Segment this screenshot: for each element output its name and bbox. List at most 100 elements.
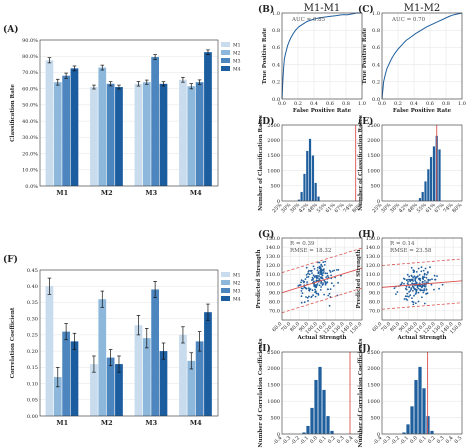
data-point: [330, 282, 333, 285]
data-point: [308, 273, 311, 276]
data-point: [405, 285, 408, 288]
y-tick-label: 0: [377, 199, 380, 205]
y-tick-label: 90.0%: [22, 38, 38, 44]
data-point: [312, 278, 315, 280]
data-point: [312, 294, 314, 297]
bar-M4-M1: [179, 79, 187, 186]
histogram-bar: [410, 405, 414, 435]
bar-M3-M2: [142, 338, 151, 416]
data-point: [431, 278, 433, 281]
y-tick-label: 1000: [267, 399, 280, 405]
y-tick-label: 1500: [367, 153, 380, 159]
bar-M4-M2: [187, 86, 196, 186]
data-point: [412, 280, 414, 282]
x-tick-label: M3: [145, 189, 157, 197]
data-point: [408, 291, 410, 293]
data-point: [298, 284, 301, 287]
data-point: [322, 272, 325, 274]
legend-swatch: [221, 50, 230, 55]
data-point: [414, 277, 417, 279]
axes-frame: [281, 237, 363, 321]
data-point: [318, 261, 321, 264]
bar-M2-M3: [106, 357, 115, 416]
data-point: [319, 271, 322, 274]
y-axis-label: Number of Correlation Coefficients: [358, 339, 364, 448]
data-point: [311, 279, 313, 281]
panel-letter: (A): [3, 24, 19, 35]
data-point: [328, 269, 331, 272]
auc-annotation: AUC = 0.85: [291, 17, 326, 23]
data-point: [417, 300, 420, 303]
histogram-bar: [438, 149, 441, 202]
y-tick-label: 1.0: [272, 11, 280, 17]
data-point: [424, 285, 427, 288]
data-point: [309, 288, 312, 290]
histogram-bar: [426, 168, 430, 202]
data-point: [304, 278, 307, 280]
axes-frame: [281, 124, 363, 202]
data-point: [422, 269, 425, 272]
data-point: [321, 274, 324, 277]
roc-curve: [281, 12, 362, 100]
y-axis-label: Number of Classification Rates: [358, 115, 364, 211]
data-point: [324, 280, 326, 283]
data-point: [318, 284, 321, 287]
y-tick-label: 2500: [267, 350, 280, 356]
panel-letter: (B): [258, 4, 274, 15]
x-tick-label: -0.4: [272, 435, 283, 446]
y-tick-label: 0.30: [27, 316, 38, 322]
data-point: [312, 265, 315, 268]
y-tick-label: 0.25: [27, 333, 38, 339]
y-tick-label: 2000: [367, 138, 380, 144]
data-point: [305, 273, 308, 276]
data-point: [320, 286, 322, 288]
data-point: [329, 271, 332, 273]
auc-annotation: AUC = 0.70: [391, 17, 426, 23]
data-point: [412, 303, 415, 306]
data-point: [317, 272, 320, 275]
bar-M3-M1: [134, 83, 143, 186]
data-point: [407, 281, 409, 283]
histogram-bar: [406, 424, 410, 435]
data-point: [326, 272, 329, 275]
data-point: [425, 276, 428, 279]
histogram-bar: [422, 387, 426, 435]
y-tick-label: 1500: [267, 383, 280, 389]
data-point: [421, 296, 423, 299]
panel-letter: (D): [258, 116, 274, 127]
data-point: [422, 291, 425, 294]
x-tick-label: M1: [56, 419, 68, 427]
x-tick-label: 0.1: [318, 435, 328, 445]
y-tick-label: 0.0%: [25, 184, 38, 190]
data-point: [410, 274, 413, 277]
grouped-bar-chart-0: M1 M2 M3 M4 0.0% 10.0% 20.0% 30.0% 40.0% 50.0% 60.…: [10, 38, 241, 197]
data-point: [417, 291, 420, 294]
data-point: [317, 266, 319, 269]
bar-M4-M4: [204, 52, 212, 186]
y-tick-label: 90.0: [369, 290, 380, 296]
data-point: [315, 285, 317, 288]
data-point: [414, 302, 417, 305]
y-tick-label: 0.2: [272, 80, 280, 86]
data-point: [328, 304, 331, 307]
legend-label: M1: [233, 273, 241, 279]
data-point: [305, 266, 308, 269]
data-point: [417, 284, 420, 287]
y-tick-label: 0.0: [272, 97, 280, 103]
y-tick-label: 1000: [267, 168, 280, 174]
y-tick-label: 0.15: [27, 365, 38, 371]
bar-M1-M4: [70, 68, 79, 186]
data-point: [317, 294, 320, 296]
data-point: [316, 269, 319, 272]
lower-band-line: [381, 302, 463, 310]
data-point: [410, 288, 412, 291]
bar-M4-M4: [204, 312, 212, 416]
data-point: [331, 270, 334, 272]
data-point: [323, 264, 326, 266]
bar-M2-M4: [115, 364, 123, 416]
bar-M3-M2: [142, 82, 151, 186]
data-point: [415, 289, 418, 291]
bar-M1-M3: [62, 331, 70, 416]
y-tick-label: 140.0: [366, 245, 380, 251]
data-point: [313, 268, 316, 270]
